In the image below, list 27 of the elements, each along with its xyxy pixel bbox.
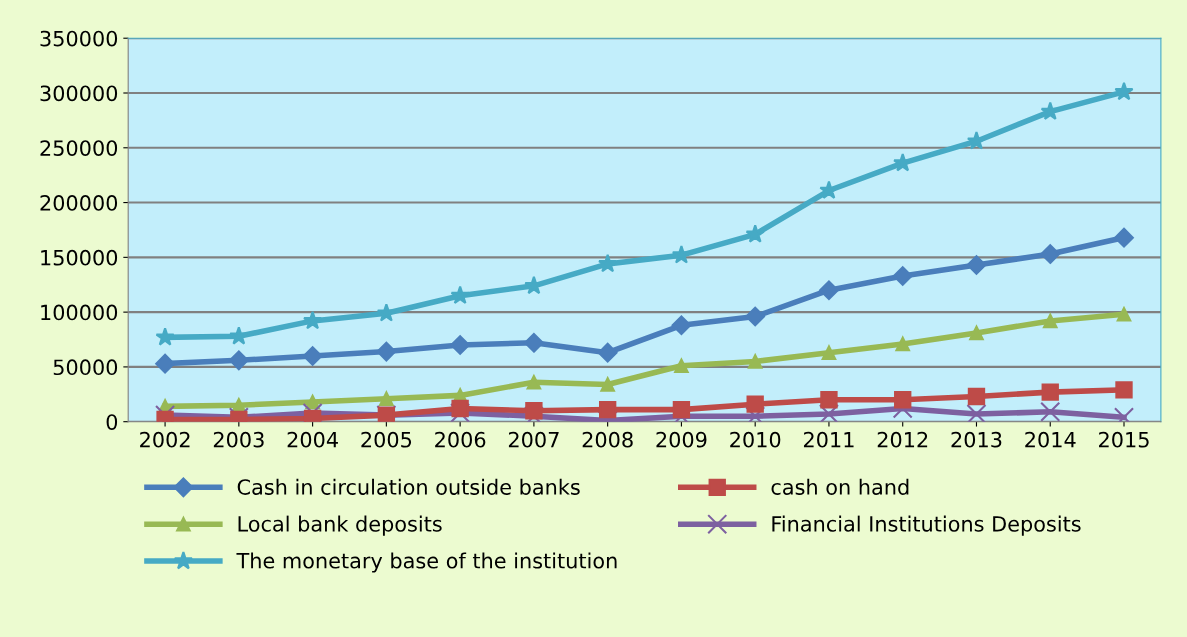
x-tick-label: 2010 <box>730 431 781 448</box>
y-tick-label: 150000 <box>41 249 118 266</box>
x-tick-label: 2007 <box>508 431 559 448</box>
y-tick-label: 350000 <box>40 30 118 47</box>
x-tick-label: 2004 <box>287 431 338 448</box>
x-tick-label: 2012 <box>877 431 928 448</box>
x-tick-label: 2013 <box>951 431 1002 448</box>
legend-label: Financial Institutions Deposits <box>772 515 1081 536</box>
legend-label: The monetary base of the institution <box>236 552 617 573</box>
y-tick-label: 300000 <box>40 85 118 102</box>
y-tick-label: 200000 <box>40 195 118 211</box>
y-tick-label: 250000 <box>40 140 118 156</box>
y-tick-label: 100000 <box>41 304 118 321</box>
x-tick-label: 2008 <box>582 431 633 448</box>
legend-label: Cash in circulation outside banks <box>237 478 580 495</box>
y-tick-label: 50000 <box>53 359 118 376</box>
y-tick-label: 0 <box>106 414 118 430</box>
x-tick-label: 2005 <box>361 431 412 448</box>
x-tick-label: 2009 <box>656 431 707 448</box>
x-tick-label: 2003 <box>213 431 264 448</box>
legend-label: Local bank deposits <box>238 515 442 536</box>
x-tick-label: 2011 <box>803 431 854 448</box>
x-tick-label: 2015 <box>1099 431 1149 448</box>
x-tick-label: 2006 <box>435 431 486 448</box>
x-tick-label: 2014 <box>1025 431 1076 448</box>
legend-label: cash on hand <box>771 478 909 495</box>
x-tick-label: 2002 <box>140 431 190 448</box>
